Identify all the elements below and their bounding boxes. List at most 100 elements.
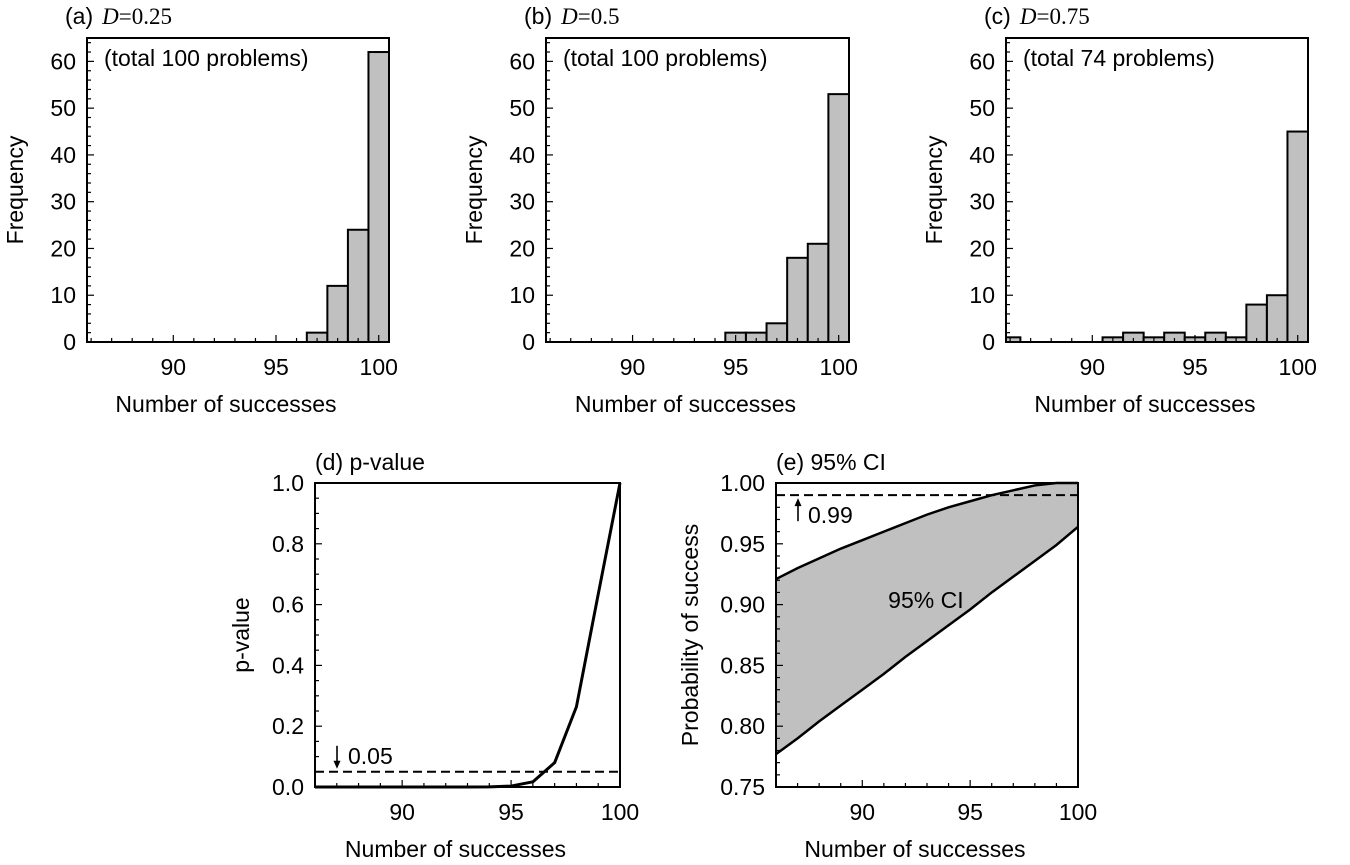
x-tick-label: 100 [601,799,639,825]
histogram-bar [326,284,349,343]
y-tick-label: 20 [969,235,995,261]
histogram-bar [1265,294,1289,344]
title-variable: D [560,4,578,29]
y-tick-label: 60 [969,48,995,74]
y-tick-label: 20 [509,235,535,261]
x-tick-label: 95 [498,799,524,825]
y-tick-label: 20 [50,235,76,261]
y-tick-label: 40 [50,142,76,168]
y-tick-label: 10 [969,282,995,308]
title-variable: D [1019,4,1037,29]
y-axis-label: Probability of success [677,524,703,746]
x-tick-label: 90 [160,354,186,380]
panel-annotation: (total 100 problems) [104,45,309,71]
title-equals: = [578,4,591,29]
y-tick-label: 60 [509,48,535,74]
x-axis-label: Number of successes [115,391,336,417]
title-prefix: (b) [524,3,552,29]
panel-annotation: (total 74 problems) [1023,45,1215,71]
x-tick-label: 95 [263,354,289,380]
title-equals: = [119,4,132,29]
bars-b [724,93,851,344]
axes-e: 90 95 100 0.75 0.80 0.85 0.90 0.95 1.00 Number of… [677,470,1097,862]
x-tick-label: 100 [360,354,398,380]
series-d: 0.05 [315,482,622,789]
y-axis-label: Frequency [2,135,28,244]
reference-arrow-head [333,760,341,769]
bars-a [305,51,390,344]
plot-frame [86,37,390,343]
x-tick-label: 100 [1059,799,1097,825]
chart-title: (a) D=0.25 [65,3,172,29]
ci-upper-line [775,481,1078,581]
histogram-bar [786,256,809,344]
x-tick-label: 90 [849,799,875,825]
chart-title: (d) p-value [315,449,425,475]
histogram-bar [1286,130,1310,343]
y-tick-label: 0 [522,329,535,355]
x-axis-label: Number of successes [804,836,1025,862]
y-tick-label: 0.2 [272,713,304,739]
y-tick-label: 0.85 [720,652,765,678]
chart-title: (e) 95% CI [776,449,886,475]
x-axis-label: Number of successes [1034,391,1255,417]
title-value: 0.5 [591,4,620,29]
y-tick-label: 50 [969,95,995,121]
title-value: 0.25 [132,4,172,29]
y-tick-label: 0.6 [272,592,304,618]
plot-frame [775,482,1079,788]
y-tick-label: 0.4 [272,652,304,678]
y-tick-label: 1.0 [272,470,304,496]
histogram-bar [346,228,370,343]
title-value: 0.75 [1049,4,1089,29]
y-axis-label: p-value [228,597,254,672]
title-prefix: (c) [984,3,1011,29]
bars-c [1005,130,1310,344]
panel-annotation: (total 100 problems) [563,45,768,71]
p-value-line [315,482,622,789]
axes-b: 90 95 100 0 10 20 30 40 50 60 Number of successes F… [461,37,858,417]
reference-arrow-head [794,498,802,507]
chart-title: (b) D=0.5 [524,3,619,29]
ci-lower-line [775,525,1079,756]
title-equals: = [1036,4,1049,29]
y-tick-label: 0.75 [720,774,765,800]
x-tick-label: 95 [957,799,983,825]
plot-frame [314,482,621,788]
band-label: 95% CI [888,587,963,613]
x-tick-label: 100 [1279,354,1317,380]
y-tick-label: 50 [50,95,76,121]
reference-label: 0.05 [348,743,393,769]
title-prefix: (a) [65,3,93,29]
ci-band [776,483,1078,755]
x-tick-label: 90 [389,799,415,825]
y-axis-label: Frequency [461,135,487,244]
x-axis-label: Number of successes [575,391,796,417]
y-tick-label: 0.8 [272,531,304,557]
x-axis-label: Number of successes [345,836,566,862]
y-tick-label: 50 [509,95,535,121]
histogram-bar [1245,303,1268,344]
x-tick-label: 95 [723,354,749,380]
title-variable: D [101,4,119,29]
y-axis-label: Frequency [921,135,947,244]
y-tick-label: 40 [969,142,995,168]
y-tick-label: 1.00 [720,470,765,496]
y-tick-label: 10 [50,282,76,308]
axes-a: 90 95 100 0 10 20 30 40 50 60 Number of successes F… [2,37,398,417]
y-tick-label: 0 [63,329,76,355]
y-tick-label: 30 [509,189,535,215]
histogram-bar [367,51,390,344]
axes-c: 90 95 100 0 10 20 30 40 50 60 Number of successes F… [921,37,1317,417]
chart-title: (c) D=0.75 [984,3,1090,29]
y-tick-label: 60 [50,48,76,74]
x-tick-label: 100 [820,354,858,380]
series-e: 0.99 95% CI [775,481,1079,756]
reference-label: 0.99 [808,502,853,528]
x-tick-label: 90 [1079,354,1105,380]
y-tick-label: 30 [50,189,76,215]
y-tick-label: 0.95 [720,531,765,557]
x-tick-label: 90 [620,354,646,380]
histogram-bar [827,93,851,343]
